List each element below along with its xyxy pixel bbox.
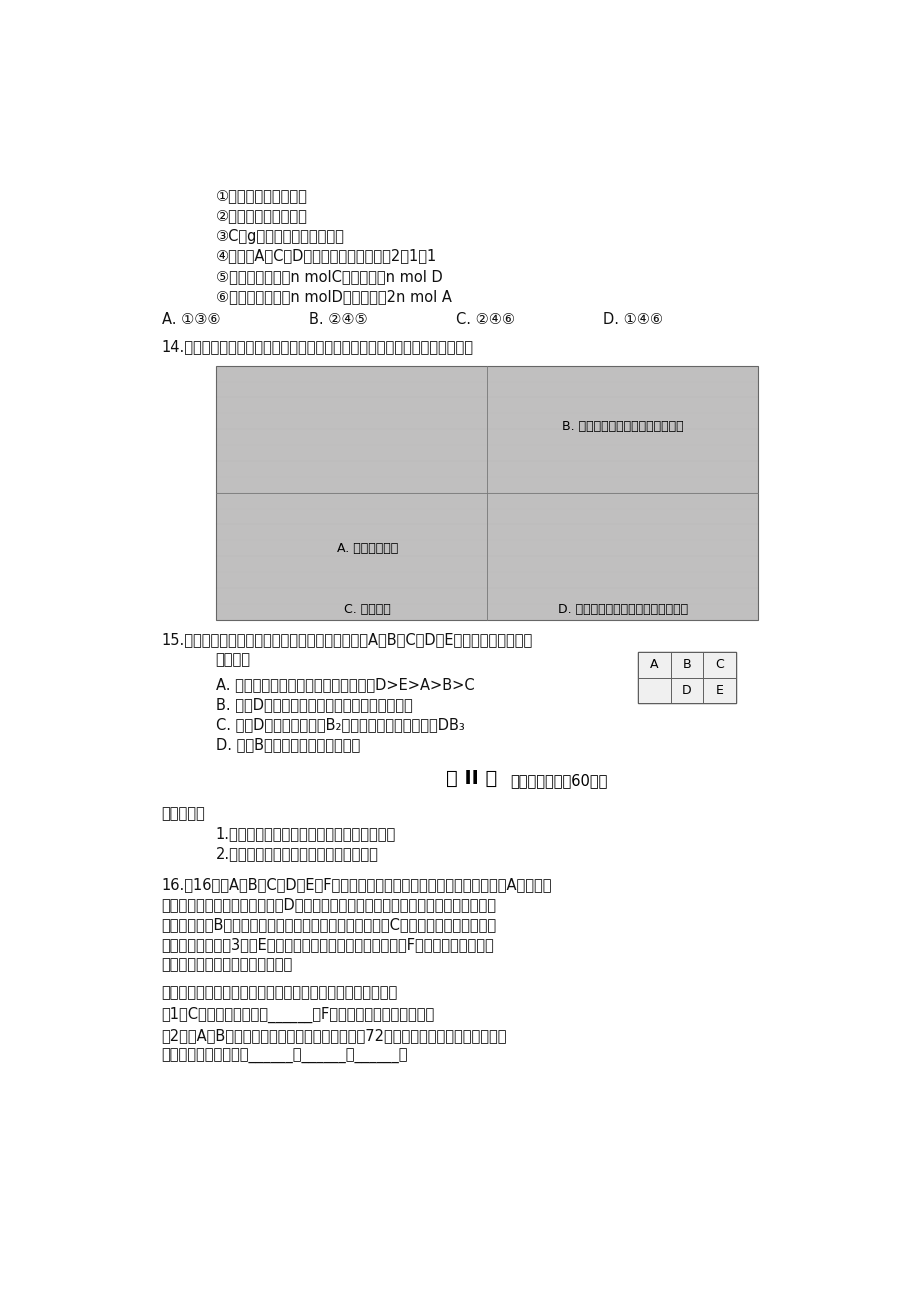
Text: B. ②④⑤: B. ②④⑤ bbox=[309, 311, 367, 327]
Text: A: A bbox=[650, 659, 658, 672]
Text: D. ①④⑥: D. ①④⑥ bbox=[603, 311, 663, 327]
Text: ②混合气体的密度不变: ②混合气体的密度不变 bbox=[216, 208, 307, 224]
Text: 请写出它们的结构简式______、______、______。: 请写出它们的结构简式______、______、______。 bbox=[162, 1049, 407, 1065]
Bar bbox=[638, 677, 670, 703]
Text: A. 元素原子的半径由大到小的顺序是：D>E>A>B>C: A. 元素原子的半径由大到小的顺序是：D>E>A>B>C bbox=[216, 677, 474, 691]
Text: 子半径是短周期元素中最小的，D元素的原子半径是短周期元素中最大的（不包括稀有: 子半径是短周期元素中最小的，D元素的原子半径是短周期元素中最大的（不包括稀有 bbox=[162, 897, 496, 911]
Text: ③C（g）的物质的量浓度不变: ③C（g）的物质的量浓度不变 bbox=[216, 229, 345, 243]
Text: （2）由A、B两种元素形成的，相对分子质量等于72的化吨物存在三种同分异构体。: （2）由A、B两种元素形成的，相对分子质量等于72的化吨物存在三种同分异构体。 bbox=[162, 1027, 506, 1043]
Text: 正确的是: 正确的是 bbox=[216, 652, 251, 667]
Bar bbox=[670, 652, 702, 677]
Bar bbox=[638, 652, 735, 703]
Text: ①混合气体的压强不变: ①混合气体的压强不变 bbox=[216, 189, 307, 203]
Text: A. 制取乙酸乙酩: A. 制取乙酸乙酩 bbox=[336, 542, 398, 555]
Text: B. 用石灰石和稀盐酸制取二氧化碗: B. 用石灰石和稀盐酸制取二氧化碗 bbox=[562, 421, 683, 434]
Text: D. 元素B是形成化合物最多的元素: D. 元素B是形成化合物最多的元素 bbox=[216, 737, 359, 751]
Bar bbox=[638, 652, 670, 677]
Text: D: D bbox=[681, 684, 691, 697]
Text: B. 元素D的最高价氧化物对应水化物的酸性最强: B. 元素D的最高价氧化物对应水化物的酸性最强 bbox=[216, 697, 412, 712]
Text: 注意事项：: 注意事项： bbox=[162, 806, 205, 822]
Text: ⑥单位时间内生成n molD，同时生成2n mol A: ⑥单位时间内生成n molD，同时生成2n mol A bbox=[216, 289, 451, 303]
Text: ⑤单位时间内生成n molC，同时生成n mol D: ⑤单位时间内生成n molC，同时生成n mol D bbox=[216, 268, 442, 284]
Text: 14.用下列实验装置完成对应的实验（部分付器已省略），能达到实验目的的是: 14.用下列实验装置完成对应的实验（部分付器已省略），能达到实验目的的是 bbox=[162, 340, 473, 354]
Text: 子数等于其次外层电子数的一半。: 子数等于其次外层电子数的一半。 bbox=[162, 957, 292, 973]
Text: 16.（16分）A、B、C、D、E、F是原子序数依次増大的六种短周期元素。其中A元素的原: 16.（16分）A、B、C、D、E、F是原子序数依次増大的六种短周期元素。其中A… bbox=[162, 878, 551, 892]
Text: 1.用钓笔或圆珠笔将答案直接答在试题卷上。: 1.用钓笔或圆珠笔将答案直接答在试题卷上。 bbox=[216, 827, 395, 841]
Text: C: C bbox=[714, 659, 723, 672]
Text: C. 蔻馏石油: C. 蔻馏石油 bbox=[344, 603, 391, 616]
Bar bbox=[702, 652, 735, 677]
Text: B: B bbox=[682, 659, 690, 672]
Text: 气体元素）；B元素的最外层电子数是其电子层数的两倍；C元素原子的最外层电子数: 气体元素）；B元素的最外层电子数是其电子层数的两倍；C元素原子的最外层电子数 bbox=[162, 917, 496, 932]
Text: ④容器内A、C、D三种气体的浓度之比为2：1：1: ④容器内A、C、D三种气体的浓度之比为2：1：1 bbox=[216, 249, 437, 263]
Text: A. ①③⑥: A. ①③⑥ bbox=[162, 311, 220, 327]
Bar bbox=[216, 366, 757, 620]
Bar bbox=[702, 677, 735, 703]
Text: C. 元素D的单质在过量的B₂中充分燃烧的主要产物为DB₃: C. 元素D的单质在过量的B₂中充分燃烧的主要产物为DB₃ bbox=[216, 717, 464, 732]
Text: 是次外层电子数为3倍；E元素是地壳中含量最高的金属元素；F元素原子的最外层电: 是次外层电子数为3倍；E元素是地壳中含量最高的金属元素；F元素原子的最外层电 bbox=[162, 937, 494, 952]
Text: 2.答卷前先将密封线内的项目填写清楚。: 2.答卷前先将密封线内的项目填写清楚。 bbox=[216, 846, 379, 861]
Text: C. ②④⑥: C. ②④⑥ bbox=[456, 311, 515, 327]
Text: （1）C元素的元素名称是______，F元素在元素周期表中的位置: （1）C元素的元素名称是______，F元素在元素周期表中的位置 bbox=[162, 1006, 435, 1022]
Text: D. 锶和稀硫酸制取、净化并收集氢气: D. 锶和稀硫酸制取、净化并收集氢气 bbox=[557, 603, 686, 616]
Text: 15.右表为元素周期表中短周期的一部分。下列有关A、B、C、D、E五种元素的叙述中，: 15.右表为元素周期表中短周期的一部分。下列有关A、B、C、D、E五种元素的叙述… bbox=[162, 631, 532, 647]
Bar bbox=[670, 677, 702, 703]
Text: 回答下列问题（答题时涉及化学式的用具体元素符号表示）：: 回答下列问题（答题时涉及化学式的用具体元素符号表示）： bbox=[162, 984, 397, 1000]
Text: E: E bbox=[715, 684, 722, 697]
Text: 第 II 卷: 第 II 卷 bbox=[446, 769, 496, 788]
Text: （非选择题，內60分）: （非选择题，內60分） bbox=[510, 773, 607, 788]
